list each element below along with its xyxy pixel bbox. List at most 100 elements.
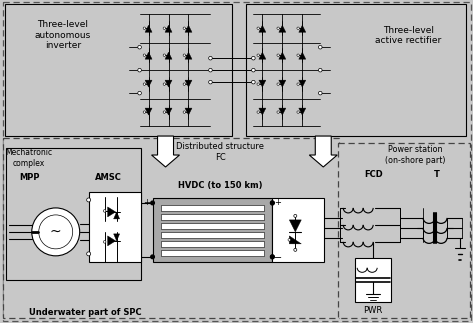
Bar bbox=[88, 192, 140, 262]
Polygon shape bbox=[259, 25, 266, 32]
Circle shape bbox=[143, 83, 146, 85]
Text: HVDC (to 150 km): HVDC (to 150 km) bbox=[178, 182, 263, 191]
Circle shape bbox=[257, 54, 259, 57]
Circle shape bbox=[252, 57, 255, 60]
Text: PWR: PWR bbox=[364, 306, 383, 315]
Circle shape bbox=[163, 83, 166, 85]
Circle shape bbox=[297, 27, 299, 29]
Circle shape bbox=[163, 27, 166, 29]
Circle shape bbox=[271, 255, 274, 259]
Polygon shape bbox=[289, 220, 301, 232]
Bar bbox=[160, 214, 264, 220]
Circle shape bbox=[318, 91, 322, 95]
Circle shape bbox=[297, 83, 299, 85]
Circle shape bbox=[297, 54, 299, 57]
Polygon shape bbox=[114, 234, 120, 241]
Circle shape bbox=[143, 111, 146, 113]
Circle shape bbox=[87, 198, 91, 202]
Circle shape bbox=[294, 214, 297, 217]
Bar bbox=[272, 198, 324, 262]
Circle shape bbox=[257, 111, 259, 113]
Polygon shape bbox=[259, 80, 266, 87]
Circle shape bbox=[87, 252, 91, 256]
Circle shape bbox=[143, 54, 146, 57]
Circle shape bbox=[39, 215, 73, 249]
Circle shape bbox=[183, 54, 185, 57]
Circle shape bbox=[32, 208, 79, 256]
Circle shape bbox=[297, 111, 299, 113]
Polygon shape bbox=[185, 25, 192, 32]
Circle shape bbox=[277, 27, 280, 29]
Circle shape bbox=[271, 201, 274, 205]
Polygon shape bbox=[165, 52, 172, 59]
Text: Three-level
autonomous
inverter: Three-level autonomous inverter bbox=[35, 20, 91, 50]
Circle shape bbox=[151, 201, 154, 205]
Text: Power station
(on-shore part): Power station (on-shore part) bbox=[385, 145, 446, 165]
Polygon shape bbox=[145, 80, 152, 87]
Bar bbox=[153, 198, 272, 262]
Polygon shape bbox=[185, 80, 192, 87]
Circle shape bbox=[257, 27, 259, 29]
Polygon shape bbox=[279, 108, 286, 115]
Polygon shape bbox=[259, 52, 266, 59]
Bar bbox=[3, 138, 339, 318]
Polygon shape bbox=[165, 25, 172, 32]
Polygon shape bbox=[299, 108, 306, 115]
Text: FCD: FCD bbox=[364, 171, 383, 180]
Text: AMSC: AMSC bbox=[95, 173, 122, 182]
Polygon shape bbox=[279, 80, 286, 87]
Circle shape bbox=[294, 248, 297, 251]
Circle shape bbox=[138, 68, 141, 72]
Circle shape bbox=[209, 68, 212, 72]
Circle shape bbox=[138, 91, 141, 95]
Polygon shape bbox=[114, 212, 120, 219]
Circle shape bbox=[257, 83, 259, 85]
Text: Distributed structure
FC: Distributed structure FC bbox=[176, 142, 264, 162]
Polygon shape bbox=[145, 25, 152, 32]
Circle shape bbox=[183, 111, 185, 113]
Circle shape bbox=[209, 57, 212, 60]
Bar bbox=[160, 205, 264, 211]
Bar bbox=[246, 4, 466, 136]
Bar bbox=[160, 223, 264, 229]
Circle shape bbox=[271, 201, 274, 205]
Polygon shape bbox=[165, 108, 172, 115]
Circle shape bbox=[143, 27, 146, 29]
Polygon shape bbox=[185, 52, 192, 59]
Circle shape bbox=[209, 80, 212, 84]
Circle shape bbox=[252, 68, 255, 72]
Text: +: + bbox=[274, 198, 281, 207]
Text: Underwater part of SPC: Underwater part of SPC bbox=[29, 308, 142, 317]
Bar bbox=[160, 241, 264, 247]
Circle shape bbox=[138, 46, 141, 49]
Bar bbox=[160, 232, 264, 238]
Circle shape bbox=[103, 210, 106, 212]
Circle shape bbox=[277, 83, 280, 85]
Text: Mechatronic
complex: Mechatronic complex bbox=[5, 148, 53, 168]
Polygon shape bbox=[108, 236, 115, 246]
Circle shape bbox=[288, 239, 290, 241]
Circle shape bbox=[183, 83, 185, 85]
Circle shape bbox=[277, 111, 280, 113]
Circle shape bbox=[183, 27, 185, 29]
Text: T: T bbox=[434, 171, 440, 180]
Bar bbox=[355, 258, 391, 302]
Polygon shape bbox=[299, 52, 306, 59]
Circle shape bbox=[318, 68, 322, 72]
Text: ~: ~ bbox=[50, 225, 61, 239]
Circle shape bbox=[103, 241, 106, 243]
Bar bbox=[160, 250, 264, 256]
Circle shape bbox=[252, 80, 255, 84]
Circle shape bbox=[277, 54, 280, 57]
Text: +: + bbox=[143, 198, 149, 207]
Bar bbox=[338, 143, 470, 318]
Polygon shape bbox=[289, 236, 301, 244]
Polygon shape bbox=[145, 52, 152, 59]
Text: −: − bbox=[274, 253, 282, 263]
Circle shape bbox=[163, 111, 166, 113]
Polygon shape bbox=[299, 80, 306, 87]
Text: Three-level
active rectifier: Three-level active rectifier bbox=[375, 26, 441, 45]
Polygon shape bbox=[299, 25, 306, 32]
Bar bbox=[5, 4, 232, 136]
Polygon shape bbox=[279, 25, 286, 32]
